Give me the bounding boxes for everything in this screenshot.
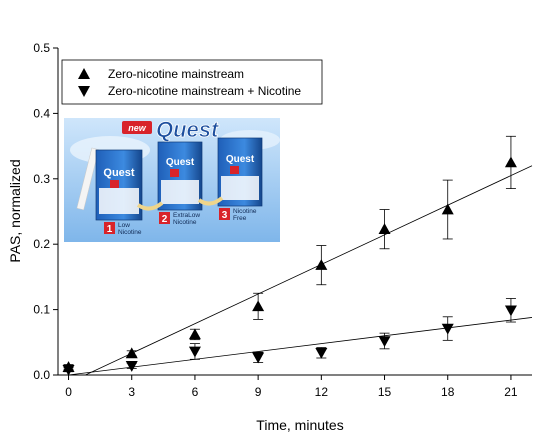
package-1: Quest <box>95 149 143 221</box>
svg-text:ExtraLow: ExtraLow <box>173 212 200 219</box>
x-tick-label: 12 <box>315 385 329 399</box>
x-tick-label: 9 <box>255 385 262 399</box>
y-tick-label: 0.3 <box>33 172 50 186</box>
svg-text:Quest: Quest <box>103 167 135 179</box>
step-1-label: 1 Low Nicotine <box>104 222 142 236</box>
y-tick-label: 0.2 <box>33 237 50 251</box>
fit-line-series-2 <box>68 317 533 376</box>
x-tick-label: 21 <box>504 385 518 399</box>
package-3: Quest <box>217 137 263 207</box>
svg-text:Quest: Quest <box>226 154 255 165</box>
step-2-label: 2 ExtraLow Nicotine <box>159 212 200 226</box>
x-ticks: 0 3 6 9 12 15 18 21 <box>65 375 518 399</box>
arrow-icon <box>197 196 224 206</box>
data-point-triangle-down <box>378 336 391 347</box>
data-point-triangle-down <box>441 323 454 335</box>
data-point-triangle-up <box>504 156 517 168</box>
new-badge-label: new <box>128 123 147 133</box>
legend-box <box>61 59 323 105</box>
legend-marker-triangle-down <box>78 86 90 97</box>
y-tick-label: 0.0 <box>33 368 50 382</box>
svg-text:Low: Low <box>118 222 130 229</box>
legend-label-series-1: Zero-nicotine mainstream <box>108 67 244 81</box>
data-point-triangle-down <box>62 364 75 376</box>
data-point-triangle-up <box>252 300 265 312</box>
arrow-icon <box>136 201 164 211</box>
data-point-triangle-down <box>504 305 517 317</box>
fit-line-series-1 <box>85 165 533 376</box>
data-point-triangle-down <box>252 352 265 364</box>
x-tick-label: 0 <box>65 385 72 399</box>
x-tick-label: 18 <box>441 385 455 399</box>
product-inset-image: new Quest Quest Quest Quest <box>64 117 280 242</box>
x-axis-title: Time, minutes <box>256 417 343 433</box>
data-point-triangle-down <box>188 346 201 358</box>
svg-text:2: 2 <box>162 214 168 225</box>
svg-text:Nicotine: Nicotine <box>173 219 197 226</box>
y-tick-label: 0.1 <box>33 303 50 317</box>
data-point-triangle-up <box>378 223 391 234</box>
svg-text:Free: Free <box>233 215 247 222</box>
series-2 <box>62 298 517 376</box>
data-point-triangle-up <box>315 259 328 270</box>
data-point-triangle-down <box>125 361 138 372</box>
y-ticks: 0.0 0.1 0.2 0.3 0.4 0.5 <box>33 41 58 382</box>
axes: 0.00.10.20.30.40.5 0 3 6 9 12 15 18 21 <box>33 41 532 399</box>
inset-brand-title: Quest <box>156 117 220 142</box>
fit-lines <box>68 165 533 376</box>
data-point-triangle-up <box>188 328 201 340</box>
step-3-label: 3 Nicotine Free <box>219 208 257 222</box>
x-tick-label: 15 <box>378 385 392 399</box>
data-series <box>62 135 517 376</box>
svg-text:1: 1 <box>107 224 113 235</box>
svg-text:Nicotine: Nicotine <box>118 229 142 236</box>
package-2: Quest <box>157 141 203 211</box>
legend-marker-triangle-up <box>78 68 90 79</box>
data-point-triangle-down <box>315 347 328 359</box>
data-point-triangle-up <box>441 203 454 215</box>
y-tick-label: 0.4 <box>33 106 50 120</box>
svg-text:Quest: Quest <box>166 157 195 168</box>
new-badge <box>122 121 152 134</box>
svg-text:Nicotine: Nicotine <box>233 208 257 215</box>
data-point-triangle-up <box>125 347 138 359</box>
x-tick-label: 3 <box>128 385 135 399</box>
svg-text:3: 3 <box>222 210 228 221</box>
x-tick-label: 6 <box>192 385 199 399</box>
y-tick-label: 0.5 <box>33 41 50 55</box>
cigarette-icon <box>76 147 99 211</box>
legend: Zero-nicotine mainstream Zero-nicotine m… <box>61 59 323 105</box>
y-axis-title: PAS, normalized <box>7 159 23 262</box>
legend-label-series-2: Zero-nicotine mainstream + Nicotine <box>108 84 301 98</box>
